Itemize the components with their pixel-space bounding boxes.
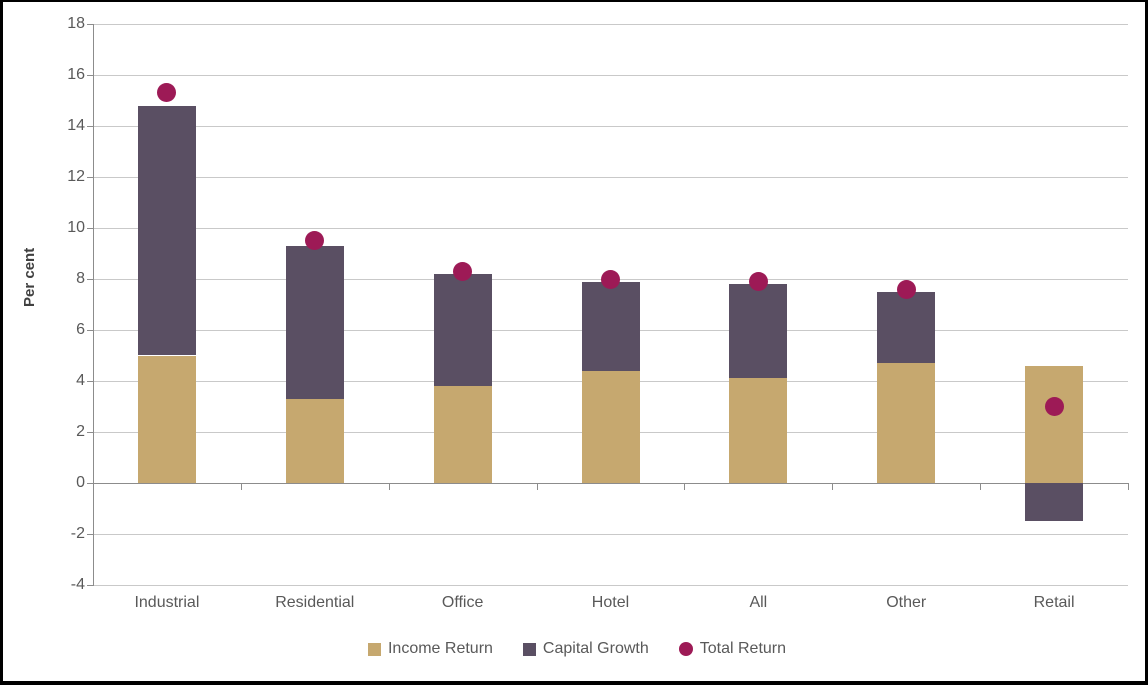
legend: Income Return Capital Growth Total Retur… <box>3 640 1145 658</box>
y-tick-label-0: 0 <box>76 474 85 491</box>
total-return-marker-icon <box>678 642 693 656</box>
legend-label-capital-growth: Capital Growth <box>542 640 649 657</box>
x-tick-label-all: All <box>749 594 768 611</box>
total-return-dot-office <box>453 261 473 281</box>
legend-item-total-return: Total Return <box>678 640 787 658</box>
capital-growth-bar-industrial <box>137 105 196 356</box>
capital-growth-bar-hotel <box>581 281 640 371</box>
gridline-y-12 <box>93 177 1128 178</box>
y-tick-label-6: 6 <box>76 321 85 338</box>
total-return-dot-residential <box>305 231 325 251</box>
y-tick-label-10: 10 <box>67 219 85 236</box>
total-return-dot-industrial <box>157 83 177 103</box>
y-tick-mark-4 <box>87 381 93 382</box>
capital-growth-bar-other <box>877 291 936 364</box>
y-tick-mark-0 <box>87 483 93 484</box>
capital-growth-bar-office <box>433 273 492 387</box>
x-tick-label-other: Other <box>886 594 927 611</box>
y-tick-label-14: 14 <box>67 117 85 134</box>
y-tick-label-8: 8 <box>76 270 85 287</box>
total-return-dot-other <box>896 279 916 299</box>
capital-growth-swatch-icon <box>522 642 536 656</box>
y-tick-mark--4 <box>87 585 93 586</box>
legend-item-capital-growth: Capital Growth <box>522 640 649 658</box>
x-tick-label-retail: Retail <box>1033 594 1075 611</box>
y-tick-mark-10 <box>87 228 93 229</box>
income-return-swatch-icon <box>367 642 381 656</box>
income-return-bar-residential <box>285 398 344 483</box>
income-return-bar-industrial <box>137 355 196 483</box>
income-return-bar-hotel <box>581 370 640 483</box>
income-return-bar-other <box>877 363 936 483</box>
total-return-dot-retail <box>1044 397 1064 416</box>
x-tick-mark-1 <box>240 483 242 490</box>
x-tick-label-office: Office <box>441 594 484 611</box>
income-return-bar-all <box>729 378 788 483</box>
total-return-dot-hotel <box>601 269 620 289</box>
x-tick-label-residential: Residential <box>275 594 355 611</box>
x-tick-label-industrial: Industrial <box>134 594 200 611</box>
gridline-y-18 <box>93 24 1128 25</box>
y-tick-label--2: -2 <box>70 525 85 542</box>
y-tick-mark-16 <box>87 75 93 76</box>
gridline-y--4 <box>93 585 1128 586</box>
y-tick-label-12: 12 <box>67 168 85 185</box>
x-tick-mark-2 <box>388 483 390 490</box>
gridline-y-16 <box>93 75 1128 76</box>
capital-growth-bar-retail <box>1025 483 1084 522</box>
y-tick-label-16: 16 <box>67 66 85 83</box>
gridline-y-10 <box>93 228 1128 229</box>
y-tick-mark-12 <box>87 177 93 178</box>
gridline-y--2 <box>93 534 1128 535</box>
x-tick-mark-4 <box>684 483 686 490</box>
legend-item-income-return: Income Return <box>367 640 493 658</box>
capital-growth-bar-all <box>729 284 788 379</box>
gridline-y-14 <box>93 126 1128 127</box>
legend-label-income-return: Income Return <box>387 640 493 657</box>
y-tick-mark-18 <box>87 24 93 25</box>
y-tick-label-18: 18 <box>67 15 85 32</box>
y-tick-label--4: -4 <box>70 576 85 593</box>
y-tick-label-4: 4 <box>76 372 85 389</box>
y-tick-mark-6 <box>87 330 93 331</box>
legend-label-total-return: Total Return <box>699 640 787 657</box>
y-tick-mark--2 <box>87 534 93 535</box>
y-axis-line <box>93 24 94 586</box>
y-tick-label-2: 2 <box>76 423 85 440</box>
income-return-bar-office <box>433 386 492 483</box>
x-tick-mark-6 <box>980 483 982 490</box>
y-tick-mark-8 <box>87 279 93 280</box>
income-return-bar-retail <box>1025 365 1084 483</box>
y-tick-mark-14 <box>87 126 93 127</box>
y-tick-mark-2 <box>87 432 93 433</box>
x-tick-mark-7 <box>1128 483 1129 490</box>
total-return-dot-all <box>748 272 768 292</box>
x-tick-label-hotel: Hotel <box>591 594 630 611</box>
x-tick-mark-3 <box>536 483 538 490</box>
x-tick-mark-5 <box>832 483 834 490</box>
gridline-y-0 <box>93 483 1128 484</box>
capital-growth-bar-residential <box>285 245 344 399</box>
